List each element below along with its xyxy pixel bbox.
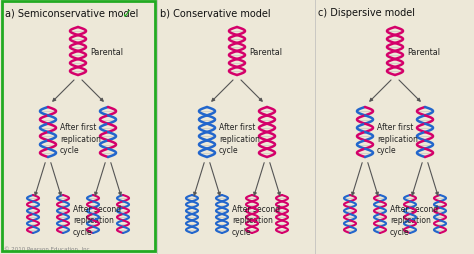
Text: b) Conservative model: b) Conservative model — [160, 8, 271, 18]
Text: After second
replication
cycle: After second replication cycle — [390, 204, 438, 236]
Text: ✓: ✓ — [121, 8, 131, 21]
Text: After second
replication
cycle: After second replication cycle — [73, 204, 121, 236]
Text: After first
replication
cycle: After first replication cycle — [60, 123, 101, 154]
Text: c) Dispersive model: c) Dispersive model — [318, 8, 415, 18]
Text: After first
replication
cycle: After first replication cycle — [219, 123, 260, 154]
Text: © 2010 Pearson Education, Inc.: © 2010 Pearson Education, Inc. — [4, 246, 91, 251]
Text: After first
replication
cycle: After first replication cycle — [377, 123, 418, 154]
Text: Parental: Parental — [249, 47, 282, 56]
Text: Parental: Parental — [407, 47, 440, 56]
Text: a) Semiconservative model: a) Semiconservative model — [5, 8, 138, 18]
Text: Parental: Parental — [90, 47, 123, 56]
Text: After second
replication
cycle: After second replication cycle — [232, 204, 280, 236]
